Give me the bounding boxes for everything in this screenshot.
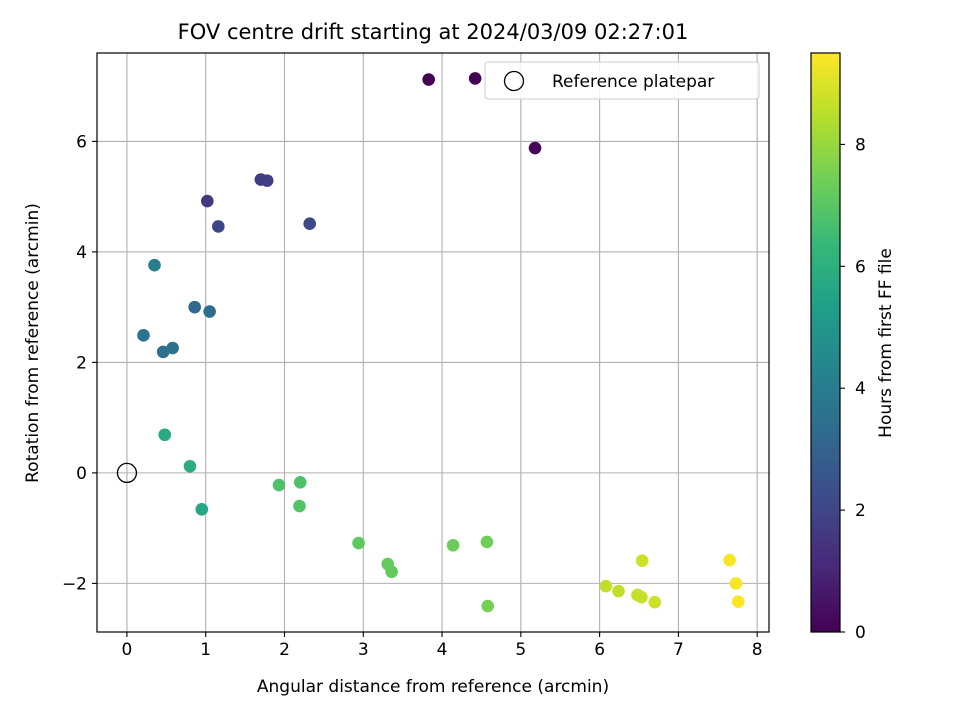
x-tick-label: 5: [515, 640, 526, 660]
scatter-point: [635, 590, 648, 604]
data-points: [116, 72, 745, 613]
plot-frame: [96, 52, 770, 633]
grid-lines: [97, 53, 769, 632]
x-tick-label: 3: [358, 640, 369, 660]
scatter-point: [195, 503, 209, 516]
x-tick-label: 4: [437, 640, 448, 660]
x-axis-label: Angular distance from reference (arcmin): [257, 677, 609, 697]
scatter-point: [260, 174, 274, 187]
scatter-point: [723, 553, 736, 567]
x-tick-label: 6: [594, 640, 605, 660]
legend-box: [484, 61, 760, 100]
legend: Reference platepar: [484, 61, 760, 100]
colorbar-tick-label: 4: [855, 379, 866, 399]
y-tick-label: 2: [76, 353, 87, 373]
y-tick-label: −2: [62, 574, 87, 594]
scatter-point: [648, 595, 662, 609]
scatter-point: [612, 584, 625, 598]
scatter-point: [481, 599, 495, 613]
scatter-point: [188, 300, 201, 314]
scatter-point: [156, 345, 170, 359]
colorbar-tick-label: 0: [855, 623, 866, 643]
x-tick-label: 7: [673, 640, 684, 660]
colorbar-tick-label: 6: [855, 257, 866, 277]
scatter-point: [137, 329, 150, 342]
scatter-point: [731, 595, 745, 608]
scatter-point: [212, 220, 225, 233]
colorbar: 0 2 4 6 8 Hours from first FF file: [810, 52, 896, 643]
scatter-point: [148, 258, 161, 272]
scatter-point: [446, 538, 460, 552]
legend-entry-reference-platepar: Reference platepar: [552, 72, 714, 92]
colorbar-gradient: [811, 53, 840, 632]
x-tick-label: 2: [279, 640, 290, 660]
scatter-point: [635, 554, 649, 568]
y-tick-label: 4: [76, 243, 87, 263]
scatter-point: [422, 73, 435, 86]
scatter-point: [729, 577, 743, 590]
scatter-point: [352, 536, 365, 550]
colorbar-label: Hours from first FF file: [876, 248, 896, 438]
x-tick-label: 1: [200, 640, 211, 660]
scatter-point: [203, 305, 216, 318]
scatter-point: [272, 478, 286, 492]
y-axis-ticks: −2 0 2 4 6: [62, 132, 97, 594]
colorbar-frame: [810, 52, 841, 633]
x-axis-ticks: 0 1 2 3 4 5 6 7 8: [122, 632, 763, 660]
scatter-point: [293, 475, 307, 489]
y-tick-label: 6: [76, 132, 87, 152]
chart-title: FOV centre drift starting at 2024/03/09 …: [178, 20, 689, 44]
colorbar-tick-label: 8: [855, 135, 866, 155]
scatter-point: [303, 217, 317, 231]
scatter-point: [599, 579, 613, 593]
legend-marker: [503, 70, 525, 92]
scatter-point: [468, 72, 482, 85]
scatter-point: [183, 459, 197, 473]
scatter-point: [385, 565, 398, 579]
reference-platepar-point: [116, 462, 138, 484]
y-axis-label: Rotation from reference (arcmin): [23, 203, 43, 483]
scatter-point: [200, 194, 214, 208]
scatter-point: [293, 499, 306, 513]
colorbar-ticks: 0 2 4 6 8: [840, 135, 866, 643]
plot-area: 0 1 2 3 4 5 6 7 8 −2 0 2 4 6: [62, 52, 770, 660]
colorbar-tick-label: 2: [855, 501, 866, 521]
x-tick-label: 0: [122, 640, 133, 660]
scatter-point: [158, 428, 172, 442]
scatter-point: [166, 341, 179, 355]
scatter-point: [480, 535, 494, 549]
scatter-point: [528, 141, 542, 155]
y-tick-label: 0: [76, 464, 87, 484]
x-tick-label: 8: [752, 640, 763, 660]
